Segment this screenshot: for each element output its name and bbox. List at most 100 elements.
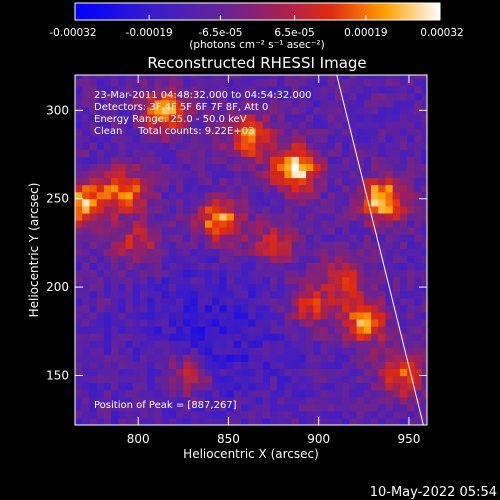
heatmap-cell: [356, 354, 365, 362]
heatmap-cell: [118, 276, 127, 285]
heatmap-cell: [147, 269, 156, 278]
heatmap-cell: [414, 156, 423, 164]
heatmap-cell: [320, 290, 329, 299]
heatmap-cell: [154, 340, 163, 348]
heatmap-cell: [385, 304, 394, 313]
heatmap-cell: [183, 311, 192, 320]
heatmap-cell: [407, 149, 415, 157]
heatmap-cell: [262, 326, 271, 334]
heatmap-cell: [349, 340, 358, 348]
heatmap-cell: [392, 283, 401, 292]
heatmap-cell: [183, 75, 192, 80]
heatmap-cell: [176, 248, 184, 256]
heatmap-cell: [103, 311, 112, 320]
heatmap-cell: [399, 297, 408, 306]
heatmap-cell: [118, 410, 127, 419]
heatmap-cell: [96, 318, 105, 327]
heatmap-cell: [378, 368, 387, 377]
heatmap-cell: [277, 205, 285, 214]
heatmap-cell: [147, 283, 156, 292]
heatmap-cell: [176, 170, 184, 179]
heatmap-cell: [356, 212, 365, 221]
heatmap-cell: [190, 368, 199, 377]
heatmap-cell: [269, 410, 278, 419]
heatmap-cell: [349, 347, 358, 355]
heatmap-cell: [248, 241, 257, 249]
heatmap-cell: [226, 361, 235, 370]
heatmap-cell: [204, 311, 213, 320]
heatmap-cell: [277, 361, 285, 370]
heatmap-cell: [82, 205, 91, 214]
heatmap-cell: [176, 78, 184, 87]
heatmap-cell: [197, 304, 206, 313]
heatmap-cell: [89, 340, 98, 348]
heatmap-cell: [183, 417, 192, 425]
heatmap-cell: [75, 417, 83, 425]
heatmap-cell: [75, 113, 83, 122]
heatmap-cell: [111, 205, 119, 214]
heatmap-cell: [204, 290, 213, 299]
heatmap-cell: [183, 142, 192, 150]
heatmap-cell: [277, 177, 285, 186]
heatmap-cell: [82, 290, 91, 299]
heatmap-cell: [103, 241, 112, 249]
heatmap-cell: [334, 396, 343, 405]
heatmap-cell: [168, 92, 177, 101]
annotation-detectors: Detectors: 3F 4F 5F 6F 7F 8F, Att 0: [94, 102, 268, 113]
heatmap-cell: [176, 212, 184, 221]
heatmap-cell: [168, 255, 177, 263]
heatmap-cell: [204, 389, 213, 398]
heatmap-cell: [356, 99, 365, 108]
heatmap-cell: [241, 219, 249, 228]
heatmap-cell: [277, 269, 285, 278]
heatmap-cell: [132, 142, 141, 150]
heatmap-cell: [190, 170, 199, 179]
heatmap-cell: [132, 163, 141, 172]
heatmap-cell: [327, 276, 336, 285]
heatmap-cell: [392, 170, 401, 179]
heatmap-cell: [147, 212, 156, 221]
heatmap-cell: [118, 241, 127, 249]
heatmap-cell: [385, 78, 394, 87]
heatmap-cell: [161, 205, 170, 214]
heatmap-cell: [241, 361, 249, 370]
heatmap-cell: [313, 170, 322, 179]
heatmap-cell: [89, 361, 98, 370]
plot-frame: [74, 74, 428, 426]
heatmap-cell: [111, 304, 119, 313]
heatmap-cell: [255, 99, 264, 108]
heatmap-cell: [306, 248, 314, 256]
heatmap-cell: [125, 149, 134, 157]
heatmap-cell: [233, 417, 242, 425]
heatmap-cell: [147, 389, 156, 398]
heatmap-cell: [291, 198, 300, 207]
heatmap-cell: [269, 177, 278, 186]
heatmap-cell: [212, 417, 221, 425]
heatmap-cell: [82, 177, 91, 186]
heatmap-cell: [399, 318, 408, 327]
heatmap-cell: [226, 212, 235, 221]
heatmap-cell: [161, 219, 170, 228]
heatmap-cell: [132, 149, 141, 157]
heatmap-cell: [212, 191, 221, 200]
heatmap-cell: [262, 198, 271, 207]
heatmap-cell: [407, 135, 415, 143]
heatmap-cell: [306, 177, 314, 186]
heatmap-cell: [132, 389, 141, 398]
heatmap-cell: [212, 304, 221, 313]
heatmap-cell: [132, 198, 141, 207]
heatmap-cell: [392, 375, 401, 384]
heatmap-cell: [356, 135, 365, 143]
heatmap-cell: [176, 184, 184, 193]
heatmap-cell: [204, 276, 213, 285]
heatmap-cell: [284, 333, 293, 341]
heatmap-cell: [385, 340, 394, 348]
heatmap-cell: [241, 326, 249, 334]
heatmap-cell: [349, 191, 358, 200]
heatmap-cell: [269, 333, 278, 341]
heatmap-cell: [190, 135, 199, 143]
heatmap-cell: [89, 205, 98, 214]
heatmap-cell: [313, 255, 322, 263]
heatmap-cell: [190, 106, 199, 115]
heatmap-cell: [421, 248, 427, 256]
